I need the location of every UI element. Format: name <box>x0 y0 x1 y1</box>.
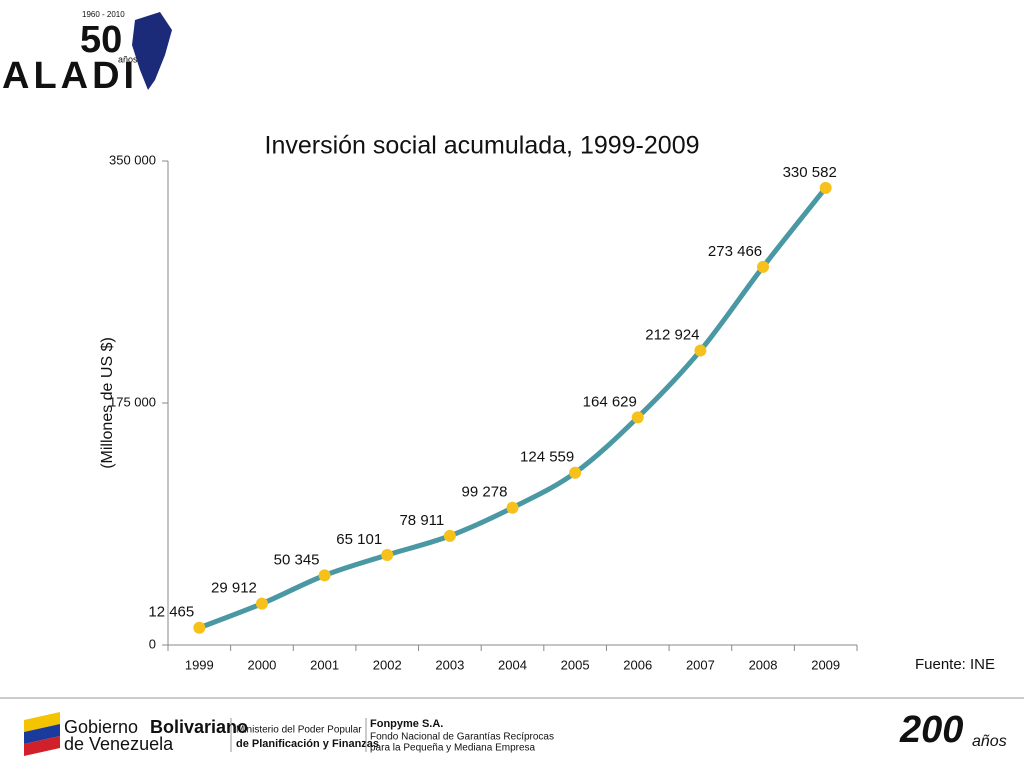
x-tick-label: 2005 <box>561 657 590 672</box>
x-tick-label: 2002 <box>373 657 402 672</box>
fonpyme-text: Fondo Nacional de Garantías Recíprocas <box>370 732 554 743</box>
x-tick-label: 2009 <box>811 657 840 672</box>
marker <box>694 344 707 357</box>
source: Fuente: INE <box>915 656 995 673</box>
data-label: 12 465 <box>148 604 194 621</box>
marker <box>381 548 394 561</box>
flag-red <box>24 736 60 756</box>
marker <box>443 529 456 542</box>
x-tick-label: 2006 <box>623 657 652 672</box>
data-label: 99 278 <box>462 484 508 501</box>
data-label: 78 911 <box>399 512 444 529</box>
flag-blue <box>24 724 60 744</box>
flag-yellow <box>24 712 60 732</box>
x-tick-label: 2008 <box>749 657 778 672</box>
x-tick-label: 2004 <box>498 657 527 672</box>
logo-caption: años <box>118 54 138 64</box>
marker <box>631 411 644 424</box>
logo-name: ALADI <box>2 55 138 97</box>
data-label: 212 924 <box>645 327 699 344</box>
marker <box>757 260 770 273</box>
marker <box>318 569 331 582</box>
ministry-text: de Planificación y Finanzas <box>236 738 379 750</box>
gov-text: Gobierno <box>64 717 138 737</box>
y-tick-label: 0 <box>149 636 156 651</box>
data-label: 273 466 <box>708 243 762 260</box>
marker <box>506 501 519 514</box>
ministry-text: Ministerio del Poder Popular <box>236 725 362 736</box>
marker <box>193 621 206 634</box>
x-tick-label: 2007 <box>686 657 715 672</box>
bicentennial-word: años <box>972 733 1007 750</box>
marker <box>819 181 832 194</box>
fonpyme-text: Fonpyme S.A. <box>370 718 443 730</box>
gov-text: de Venezuela <box>64 734 174 754</box>
data-label: 50 345 <box>274 551 320 568</box>
data-label: 124 559 <box>520 449 574 466</box>
aladi-logo: 1960 - 2010 50 años ALADI <box>2 10 172 97</box>
logo-50: 50 <box>80 19 122 61</box>
y-tick-label: 175 000 <box>109 394 156 409</box>
logo-years: 1960 - 2010 <box>82 10 125 19</box>
x-tick-label: 2003 <box>435 657 464 672</box>
footer: Gobierno Bolivariano de Venezuela Minist… <box>24 709 1007 756</box>
x-tick-label: 2001 <box>310 657 339 672</box>
fonpyme-text: para la Pequeña y Mediana Empresa <box>370 743 536 754</box>
data-label: 29 912 <box>211 580 257 597</box>
data-label: 330 582 <box>783 164 837 181</box>
chart-title: Inversión social acumulada, 1999-2009 <box>265 132 700 160</box>
marker <box>569 466 582 479</box>
data-label: 65 101 <box>336 531 382 548</box>
gov-text: Bolivariano <box>150 717 248 737</box>
data-label: 164 629 <box>583 393 637 410</box>
bicentennial-number: 200 <box>899 709 963 751</box>
map-shape <box>132 12 172 90</box>
x-tick-label: 2000 <box>247 657 276 672</box>
x-tick-label: 1999 <box>185 657 214 672</box>
y-axis-label: (Millones de US $) <box>99 337 116 469</box>
line <box>198 186 828 631</box>
y-tick-label: 350 000 <box>109 152 156 167</box>
marker <box>255 597 268 610</box>
